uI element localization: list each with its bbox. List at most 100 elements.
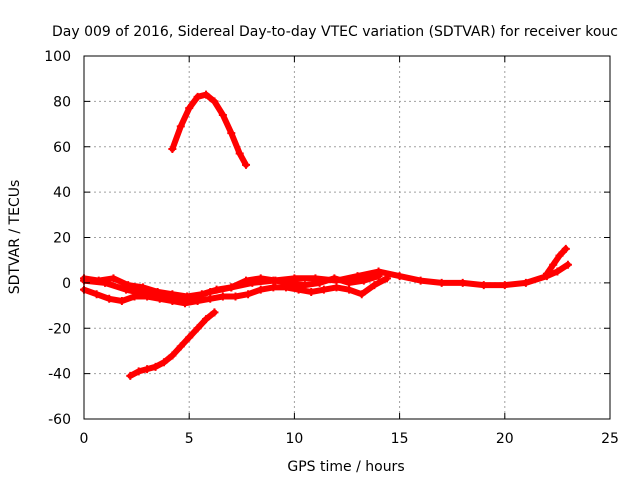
data-point [159, 358, 168, 367]
data-point [180, 299, 189, 308]
data-point [227, 129, 236, 138]
x-tick-label: 20 [496, 431, 514, 447]
data-point [458, 278, 467, 287]
data-point [256, 285, 265, 294]
data-point [307, 287, 316, 296]
data-point [155, 294, 164, 303]
data-point [168, 351, 177, 360]
data-point [345, 285, 354, 294]
x-tick-label: 5 [185, 431, 194, 447]
y-tick-label: -20 [48, 321, 71, 337]
data-point [500, 281, 509, 290]
data-point [561, 244, 570, 253]
y-tick-label: 80 [53, 94, 71, 110]
data-point [130, 292, 139, 301]
y-tick-label: 100 [44, 49, 71, 65]
data-point [563, 260, 572, 269]
data-point [168, 290, 177, 299]
data-point [332, 283, 341, 292]
data-point [197, 290, 206, 299]
data-point [271, 276, 280, 285]
data-point [256, 274, 265, 283]
data-point [553, 267, 562, 276]
x-tick-label: 10 [285, 431, 303, 447]
y-axis-label: SDTVAR / TECUs [7, 180, 23, 295]
series-layer [80, 90, 572, 380]
y-tick-label: 40 [53, 185, 71, 201]
y-tick-label: 20 [53, 231, 71, 247]
data-point [395, 272, 404, 281]
data-point [143, 365, 152, 374]
data-point [542, 269, 551, 278]
data-point [212, 285, 221, 294]
series-end-spike [543, 245, 569, 277]
data-point [151, 362, 160, 371]
y-tick-label: 0 [62, 276, 71, 292]
data-point [269, 283, 278, 292]
data-point [92, 290, 101, 299]
data-point [193, 324, 202, 333]
data-point [176, 122, 185, 131]
y-tick-label: -60 [48, 412, 71, 428]
x-tick-label: 25 [601, 431, 619, 447]
data-point [202, 90, 211, 99]
data-point [193, 297, 202, 306]
data-point [185, 104, 194, 113]
data-point [315, 278, 324, 287]
data-point [359, 276, 368, 285]
data-point [143, 292, 152, 301]
data-point [153, 287, 162, 296]
data-point [193, 92, 202, 101]
data-point [94, 276, 103, 285]
data-point [549, 260, 558, 269]
data-point [319, 285, 328, 294]
ticks [83, 55, 611, 420]
series-arc-high [169, 91, 249, 168]
x-tick-label: 0 [80, 431, 89, 447]
data-point [235, 149, 244, 158]
data-point [168, 145, 177, 154]
data-point [183, 292, 192, 301]
data-point [218, 292, 227, 301]
data-point [176, 342, 185, 351]
data-point [244, 290, 253, 299]
data-point [126, 371, 135, 380]
data-point [242, 276, 251, 285]
y-tick-labels: -60 -40 -20 0 20 40 60 80 100 [44, 49, 71, 428]
y-tick-label: 60 [53, 140, 71, 156]
data-point [202, 315, 211, 324]
data-point [555, 251, 564, 260]
data-point [134, 367, 143, 376]
data-point [300, 281, 309, 290]
data-point [521, 278, 530, 287]
data-point [330, 274, 339, 283]
data-point [210, 97, 219, 106]
x-axis-label: GPS time / hours [287, 459, 404, 475]
data-point [109, 274, 118, 283]
data-point [124, 281, 133, 290]
data-point [416, 276, 425, 285]
data-point [370, 281, 379, 290]
data-point [218, 110, 227, 119]
grid [84, 56, 610, 419]
data-point [138, 283, 147, 292]
y-tick-label: -40 [48, 367, 71, 383]
data-point [437, 278, 446, 287]
x-tick-label: 15 [391, 431, 409, 447]
data-point [168, 297, 177, 306]
data-point [479, 281, 488, 290]
data-point [382, 274, 391, 283]
chart-title: Day 009 of 2016, Sidereal Day-to-day VTE… [52, 24, 618, 40]
series-arc-low [127, 309, 218, 379]
data-point [105, 294, 114, 303]
data-point [345, 278, 354, 287]
data-point [374, 272, 383, 281]
data-point [210, 308, 219, 317]
data-point [286, 278, 295, 287]
data-point [357, 290, 366, 299]
x-tick-labels: 0 5 10 15 20 25 [80, 431, 619, 447]
data-point [231, 292, 240, 301]
data-point [227, 283, 236, 292]
data-point [185, 333, 194, 342]
